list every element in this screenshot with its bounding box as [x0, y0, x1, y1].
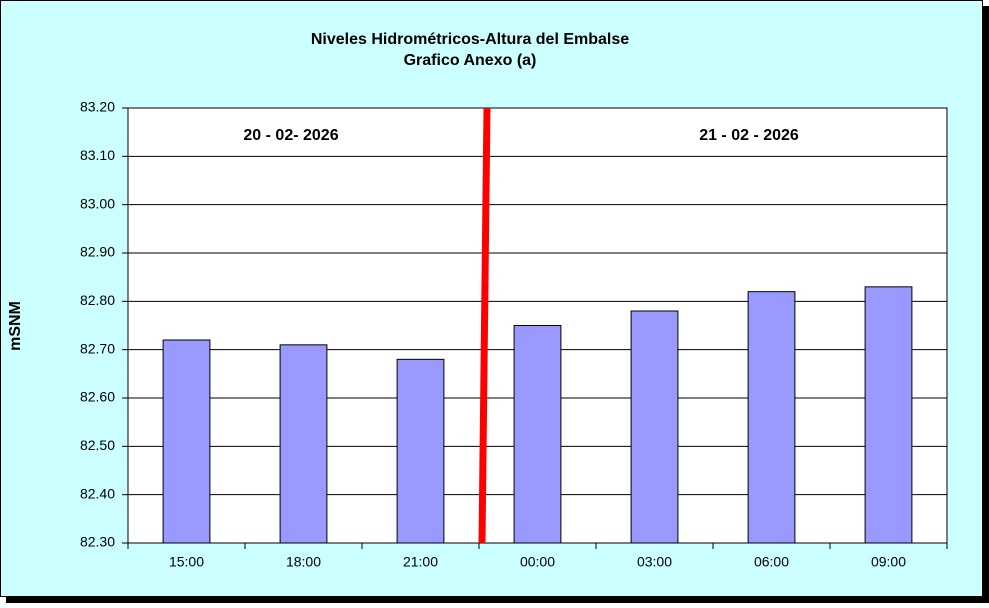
bar — [513, 325, 562, 544]
bar — [864, 286, 913, 544]
annotation: 21 - 02 - 2026 — [699, 127, 799, 144]
y-tick-label: 82.30 — [80, 534, 115, 550]
y-tick-label: 83.20 — [80, 99, 115, 115]
y-tick-label: 82.40 — [80, 485, 115, 501]
y-axis-label: mSNM — [7, 301, 24, 351]
y-tick-label: 82.70 — [80, 340, 115, 356]
y-tick-label: 82.60 — [80, 389, 115, 405]
bar — [162, 339, 211, 544]
date-separator — [478, 107, 491, 544]
bar — [396, 358, 445, 544]
x-tick-label: 00:00 — [520, 554, 555, 570]
y-tick-label: 83.00 — [80, 195, 115, 211]
bar — [279, 344, 328, 544]
y-tick-label: 82.90 — [80, 244, 115, 260]
chart-title: Niveles Hidrométricos-Altura del Embalse — [311, 31, 629, 48]
y-tick-label: 82.80 — [80, 292, 115, 308]
y-tick-label: 83.10 — [80, 147, 115, 163]
x-tick-label: 03:00 — [637, 554, 672, 570]
x-tick-label: 06:00 — [754, 554, 789, 570]
bar — [630, 310, 679, 544]
x-tick-label: 18:00 — [286, 554, 321, 570]
bar — [747, 291, 796, 544]
chart-subtitle: Grafico Anexo (a) — [404, 52, 537, 69]
x-tick-label: 21:00 — [403, 554, 438, 570]
x-tick-label: 09:00 — [871, 554, 906, 570]
annotation: 20 - 02- 2026 — [243, 127, 338, 144]
x-tick-label: 15:00 — [169, 554, 204, 570]
y-tick-label: 82.50 — [80, 437, 115, 453]
